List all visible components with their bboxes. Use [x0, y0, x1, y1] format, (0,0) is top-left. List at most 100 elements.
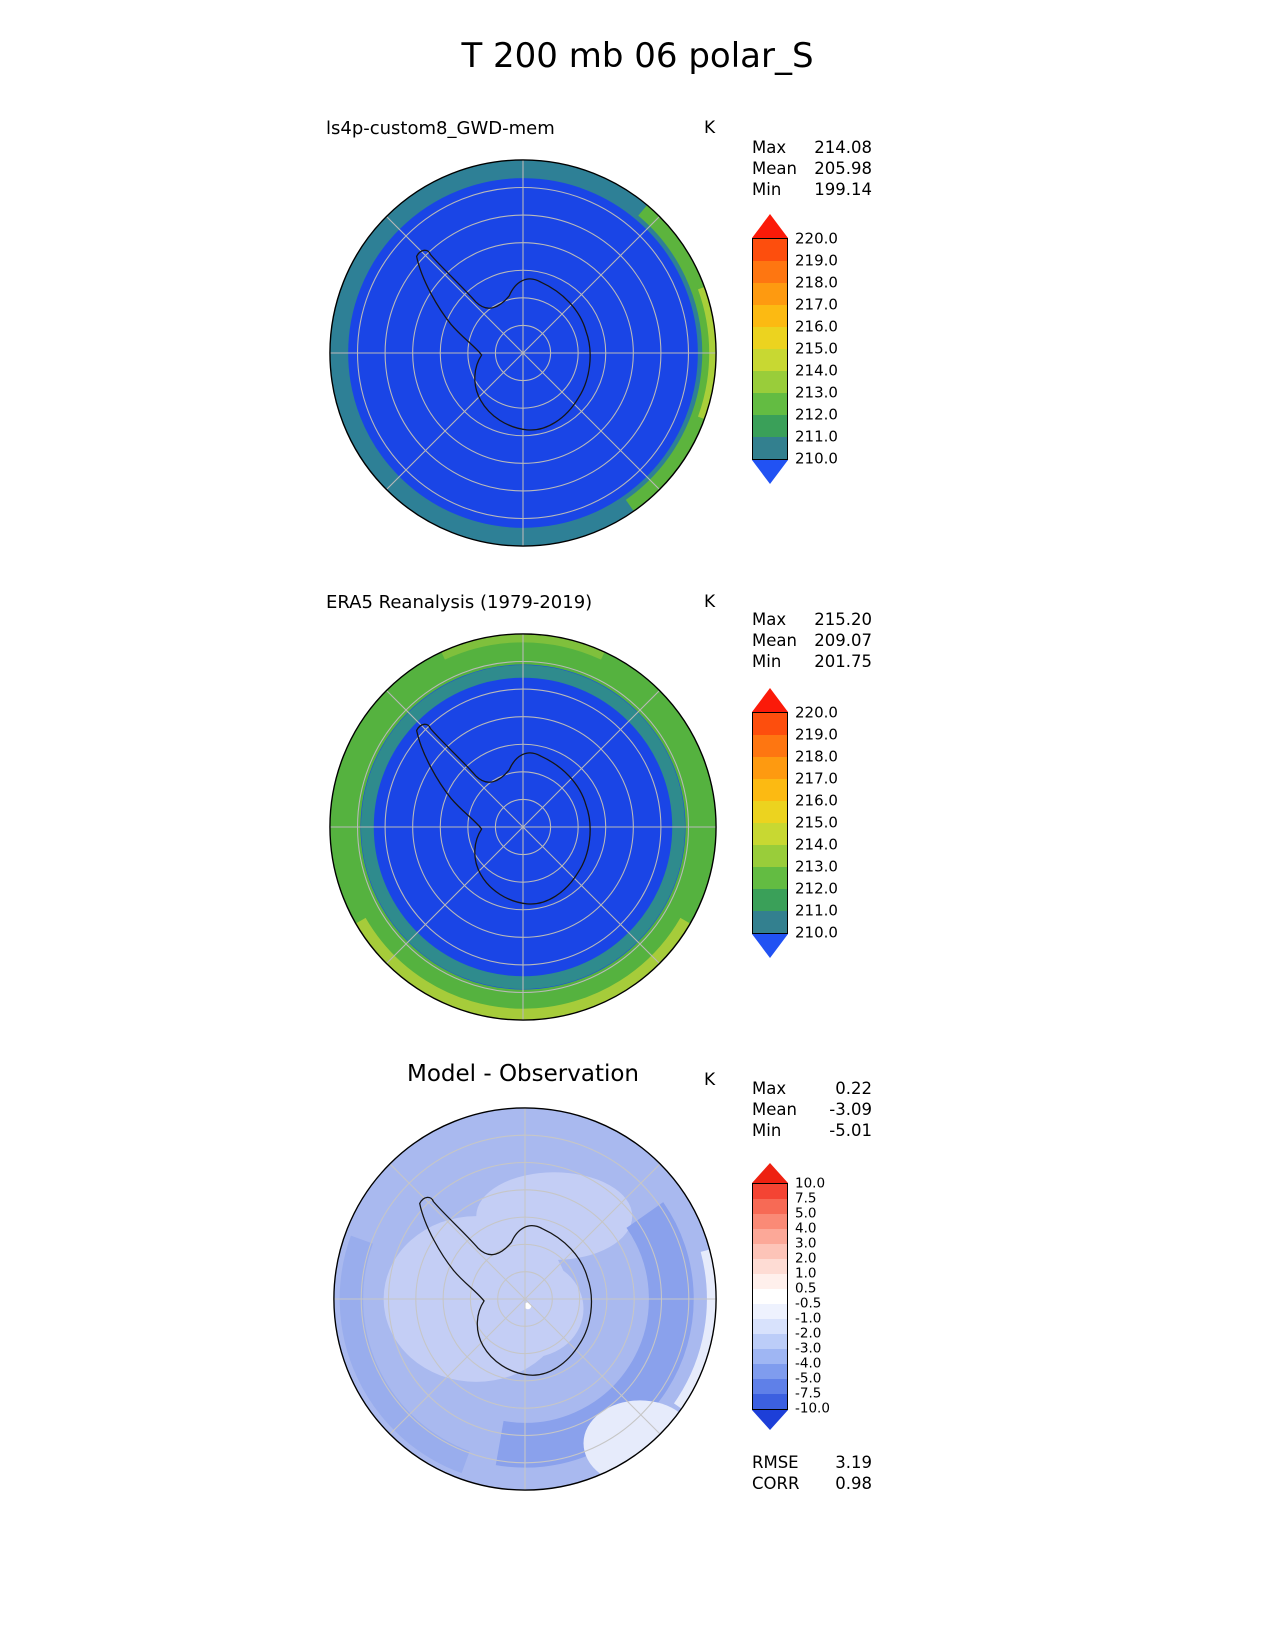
colorbar-segment: [753, 889, 787, 911]
panel3-title: Model - Observation: [406, 1061, 640, 1087]
stat-value: 3.19: [835, 1453, 872, 1472]
colorbar-segment: [753, 349, 787, 371]
colorbar-tick-label: 210.0: [795, 449, 838, 468]
stat-row: Max 0.22: [752, 1078, 872, 1099]
colorbar-segment: [753, 393, 787, 415]
map-diff-dark-edge: [339, 1235, 470, 1474]
map-boundary: [333, 1107, 717, 1491]
stat-label: Max: [752, 610, 787, 629]
colorbar-segment: [753, 1304, 787, 1319]
colorbar-tick-label: -3.0: [795, 1340, 822, 1357]
panel2-unit-label: K: [704, 592, 716, 612]
colorbar-segment: [753, 239, 787, 261]
colorbar-segment: [753, 1394, 787, 1409]
colorbar-tick-label: 2.0: [795, 1250, 817, 1267]
stat-label: Max: [752, 138, 787, 157]
panel3-footer-stats: RMSE 3.19 CORR 0.98: [752, 1452, 872, 1494]
colorbar-bar: [752, 214, 788, 484]
colorbar-tick-label: 1.0: [795, 1265, 817, 1282]
graticule: [329, 633, 717, 1021]
colorbar-tick-label: 0.5: [795, 1280, 817, 1297]
colorbar-tick-label: 218.0: [795, 747, 838, 766]
colorbar-tick-label: -7.5: [795, 1385, 822, 1402]
stat-label: Mean: [752, 1100, 797, 1119]
colorbar-segment: [753, 1199, 787, 1214]
stat-value: 201.75: [814, 652, 872, 671]
stat-row: Mean 205.98: [752, 158, 872, 179]
colorbar-tick-label: 216.0: [795, 791, 838, 810]
stat-row: Max 214.08: [752, 137, 872, 158]
colorbar-segment: [753, 779, 787, 801]
colorbar-segment: [753, 911, 787, 933]
colorbar-tick-label: 210.0: [795, 923, 838, 942]
map-boundary: [329, 633, 717, 1021]
colorbar-body: [752, 712, 788, 934]
stat-label: Min: [752, 652, 782, 671]
stat-value: -5.01: [829, 1121, 872, 1140]
colorbar-tick-label: 217.0: [795, 769, 838, 788]
panel3-stats: Max 0.22 Mean -3.09 Min -5.01: [752, 1078, 872, 1141]
colorbar-arrow-down: [752, 934, 788, 958]
graticule: [333, 1107, 717, 1491]
colorbar-body: [752, 238, 788, 460]
colorbar-segment: [753, 1274, 787, 1289]
colorbar-arrow-down: [752, 1410, 788, 1430]
stat-value: 205.98: [814, 159, 872, 178]
colorbar-bar: [752, 1163, 788, 1430]
stat-label: CORR: [752, 1474, 800, 1493]
stat-value: 209.07: [814, 631, 872, 650]
stat-row: RMSE 3.19: [752, 1452, 872, 1473]
colorbar-tick-label: 213.0: [795, 857, 838, 876]
colorbar-segment: [753, 437, 787, 459]
colorbar-arrow-down: [752, 460, 788, 484]
colorbar-tick-label: -10.0: [795, 1400, 830, 1417]
map-era5: [329, 633, 717, 1021]
colorbar-segment: [753, 845, 787, 867]
colorbar-tick-label: 220.0: [795, 703, 838, 722]
stat-label: RMSE: [752, 1453, 799, 1472]
colorbar-segment: [753, 1319, 787, 1334]
stat-row: Min 199.14: [752, 179, 872, 200]
colorbar-segment: [753, 1244, 787, 1259]
colorbar-segment: [753, 1349, 787, 1364]
colorbar-tick-label: 214.0: [795, 361, 838, 380]
colorbar-tick-label: 5.0: [795, 1205, 817, 1222]
colorbar-tick-label: -0.5: [795, 1295, 822, 1312]
stat-value: 214.08: [814, 138, 872, 157]
colorbar-tick-label: 215.0: [795, 339, 838, 358]
colorbar-tick-label: 217.0: [795, 295, 838, 314]
colorbar-segment: [753, 1214, 787, 1229]
colorbar-tick-label: -1.0: [795, 1310, 822, 1327]
panel1-stats: Max 214.08 Mean 205.98 Min 199.14: [752, 137, 872, 200]
map-diff-white-edge: [673, 1249, 717, 1410]
stat-label: Mean: [752, 159, 797, 178]
stat-row: Max 215.20: [752, 609, 872, 630]
colorbar-segment: [753, 1184, 787, 1199]
figure-title: T 200 mb 06 polar_S: [461, 36, 814, 76]
stat-row: Min 201.75: [752, 651, 872, 672]
colorbar-tick-label: 212.0: [795, 879, 838, 898]
colorbar-tick-label: 211.0: [795, 427, 838, 446]
panel1-unit-label: K: [704, 118, 716, 138]
stat-label: Max: [752, 1079, 787, 1098]
graticule: [329, 159, 717, 547]
colorbar-segment: [753, 867, 787, 889]
colorbar-tick-label: -2.0: [795, 1325, 822, 1342]
panel3-unit-label: K: [704, 1070, 716, 1090]
stat-row: Mean -3.09: [752, 1099, 872, 1120]
colorbar-tick-label: 3.0: [795, 1235, 817, 1252]
colorbar-tick-label: 214.0: [795, 835, 838, 854]
colorbar-tick-label: 4.0: [795, 1220, 817, 1237]
map-diff-dark-band: [495, 1202, 694, 1468]
colorbar-tick-label: 10.0: [795, 1175, 826, 1192]
map-model: [329, 159, 717, 547]
stat-value: 0.98: [835, 1474, 872, 1493]
colorbar-body: [752, 1183, 788, 1410]
stat-value: 215.20: [814, 610, 872, 629]
colorbar-tick-label: 215.0: [795, 813, 838, 832]
panel3-colorbar: 10.0 7.5 5.0 4.0 3.0 2.0 1.0 0.5 -0.5 -1.0 -2.0 -3.…: [752, 1163, 830, 1430]
map-diff-light-blob: [476, 1172, 633, 1260]
colorbar-bar: [752, 688, 788, 958]
colorbar-arrow-up: [752, 688, 788, 712]
